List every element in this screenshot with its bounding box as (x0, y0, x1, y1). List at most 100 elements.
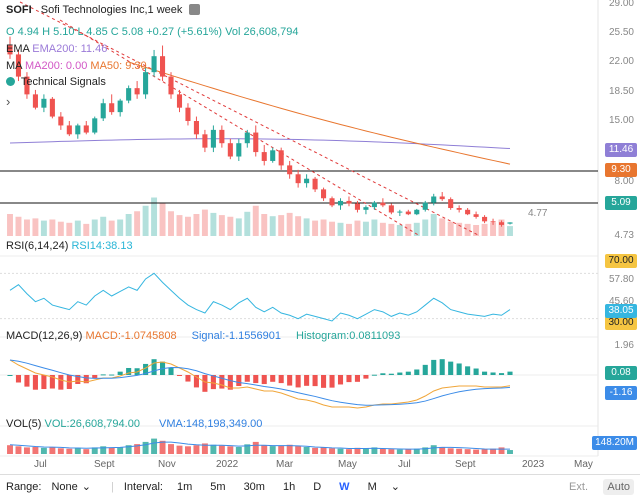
volume-bar (261, 445, 268, 454)
volume-bar (210, 444, 217, 454)
macd-histogram-bar (41, 375, 47, 390)
rsi-value: RSI14:38.13 (71, 240, 133, 252)
interval-m[interactable]: M (367, 480, 377, 493)
interval-d[interactable]: D (313, 480, 322, 493)
candle-body (168, 76, 174, 95)
volume-bar (473, 449, 480, 454)
candle-body (236, 143, 242, 157)
macd-header[interactable]: MACD(12,26,9) MACD:-1.0745808 Signal:-1.… (6, 330, 400, 343)
volume-overlay-bar (354, 220, 361, 236)
macd-histogram-bar (498, 373, 505, 375)
candle-body (278, 150, 284, 166)
volume-bar (303, 446, 310, 454)
macd-histogram-bar (312, 375, 318, 387)
vol-value: VOL:26,608,794.00 (44, 418, 140, 430)
interval-more-icon[interactable]: ⌄ (390, 481, 400, 493)
ma50-price-tag: 9.30 (605, 163, 637, 177)
range-label: Range: (6, 480, 42, 493)
interval-30m[interactable]: 30m (243, 480, 265, 493)
volume-bar (40, 447, 47, 454)
rsi-header[interactable]: RSI(6,14,24) RSI14:38.13 (6, 240, 133, 253)
volume-bar (66, 448, 73, 454)
price-axis-label: 22.00 (608, 56, 634, 67)
volume-bar (7, 445, 13, 454)
candle-body (337, 200, 344, 206)
candle-body (32, 94, 38, 108)
signal-line (9, 359, 511, 406)
volume-overlay-bar (151, 197, 158, 236)
volume-overlay-bar (159, 203, 166, 236)
ema200-value: EMA200: 11.46 (32, 43, 108, 55)
collapse-chevron-icon[interactable]: › (6, 94, 11, 109)
x-axis-label: Nov (158, 459, 176, 470)
volume-overlay-bar (473, 225, 480, 236)
candle-body (261, 152, 267, 161)
macd-histogram-bar (371, 374, 377, 376)
volume-bar (168, 444, 174, 454)
volume-overlay-bar (218, 215, 225, 236)
volume-overlay-bar (244, 211, 251, 236)
volume-overlay-bar (371, 219, 378, 236)
candle-body (422, 202, 428, 210)
candle-body (507, 222, 513, 224)
auto-button[interactable]: Auto (603, 478, 634, 495)
candle-body (397, 211, 403, 213)
chevron-down-icon: ⌄ (81, 481, 91, 493)
symbol[interactable]: SOFI (6, 4, 32, 16)
settings-icon[interactable] (189, 4, 201, 15)
volume-overlay-bar (481, 223, 488, 236)
trendline-lower (59, 19, 421, 237)
volume-overlay-bar (91, 219, 98, 236)
volume-overlay-bar (498, 219, 505, 236)
macd-histogram-bar (244, 375, 250, 382)
instrument-name: Sofi Technologies Inc,1 week (40, 4, 183, 16)
volume-bar (117, 447, 124, 454)
interval-1m[interactable]: 1m (177, 480, 193, 493)
volume-overlay-bar (396, 225, 403, 236)
price-axis-label: 15.00 (608, 115, 634, 126)
candle-body (244, 132, 250, 144)
volume-bar (320, 447, 327, 454)
volume-overlay-bar (388, 223, 395, 236)
macd-histogram-bar (295, 375, 301, 388)
volume-overlay-bar (74, 220, 81, 236)
volume-overlay-bar (108, 220, 115, 236)
volume-overlay-bar (100, 216, 107, 236)
macd-histogram-bar (287, 375, 293, 386)
candle-body (304, 178, 310, 184)
volume-overlay-bar (176, 215, 183, 236)
macd-histogram-bar (346, 375, 352, 383)
macd-histogram-bar (380, 373, 386, 375)
ema-row[interactable]: EMA EMA200: 11.46 (6, 43, 107, 56)
price-axis-label: 18.50 (608, 86, 634, 97)
x-axis-label: 2023 (522, 459, 545, 470)
candle-body (227, 143, 233, 157)
vol-header[interactable]: VOL(5) VOL:26,608,794.00 VMA:148,198,349… (6, 418, 262, 431)
symbol-header: SOFI Sofi Technologies Inc,1 week (6, 4, 201, 17)
interval-5m[interactable]: 5m (210, 480, 226, 493)
volume-bar (74, 447, 81, 454)
macd-histogram-bar (321, 375, 327, 388)
macd-line (9, 359, 511, 409)
macd-signal-tag: -1.16 (605, 386, 637, 400)
candle-body (465, 209, 471, 215)
volume-overlay-bar (57, 221, 64, 236)
volume-bar (337, 448, 344, 454)
ohlc-row: O 4.94 H 5.10 L 4.85 C 5.08 +0.27 (+5.61… (6, 26, 299, 39)
volume-overlay-bar (464, 223, 471, 236)
chart-canvas[interactable] (0, 0, 640, 474)
ma-row[interactable]: MA MA200: 0.00 MA50: 9.30 (6, 60, 147, 73)
volume-overlay-bar (329, 221, 335, 236)
range-select[interactable]: None ⌄ (51, 480, 101, 493)
interval-1h[interactable]: 1h (282, 480, 296, 493)
technical-signals-row[interactable]: Technical Signals (6, 76, 106, 89)
macd-hist-tag: 0.08 (605, 366, 637, 380)
candle-body (287, 165, 293, 175)
volume-overlay-bar (227, 216, 234, 236)
volume-overlay-bar (379, 222, 386, 236)
candle-body (346, 200, 352, 204)
interval-w[interactable]: W (339, 480, 350, 493)
ext-button[interactable]: Ext. (569, 480, 588, 493)
volume-bar (57, 448, 64, 454)
macd-histogram-bar (193, 375, 199, 388)
